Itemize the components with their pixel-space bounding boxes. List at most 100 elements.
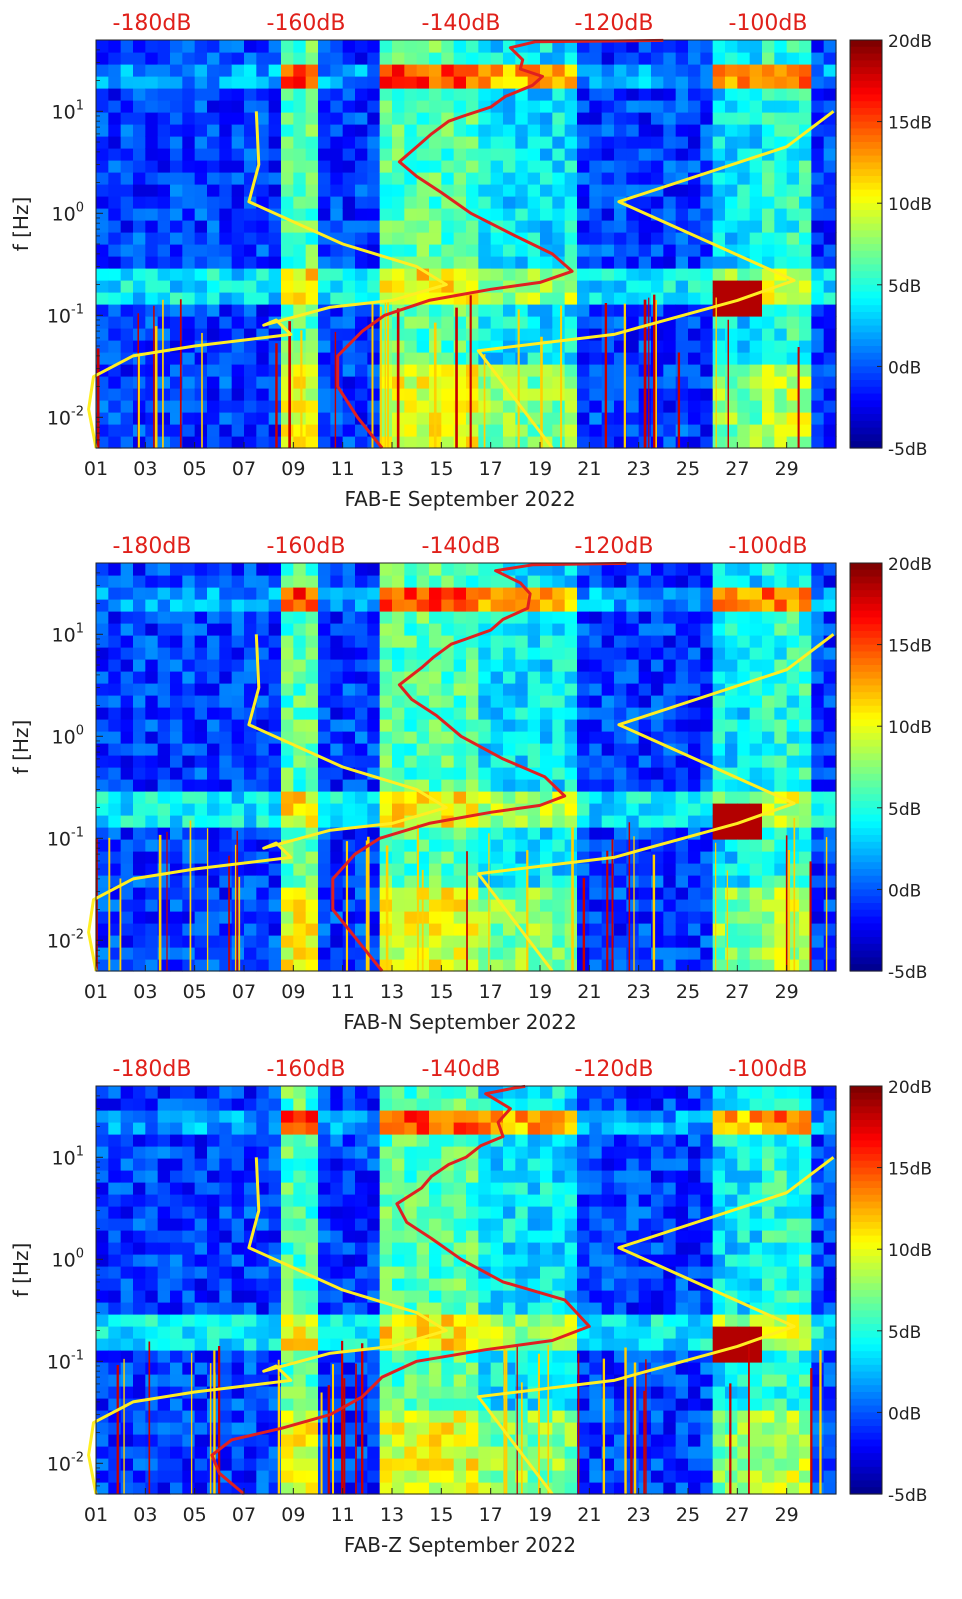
spectrogram-cell: [182, 659, 196, 672]
spectrogram-cell: [231, 1350, 245, 1363]
spectrogram-cell: [96, 719, 109, 732]
spectrogram-cell: [478, 328, 492, 341]
spectrogram-cell: [404, 196, 418, 209]
spectrogram-cell: [244, 400, 257, 413]
spectrogram-cell: [725, 779, 738, 792]
spectrogram-cell: [182, 1086, 196, 1099]
spectrogram-cell: [108, 412, 122, 425]
spectrogram-cell: [823, 220, 837, 233]
spectrogram-cell: [355, 635, 368, 648]
spectrogram-cell: [268, 923, 282, 936]
spectrogram-cell: [416, 376, 430, 389]
spectrogram-cell: [725, 124, 738, 137]
spectrogram-cell: [737, 268, 751, 281]
spectrogram-cell: [453, 232, 467, 245]
spectrogram-cell: [799, 184, 812, 197]
spectrogram-cell: [675, 875, 689, 888]
spectrogram-cell: [663, 124, 677, 137]
colorbar-segment: [850, 373, 882, 381]
spectrogram-cell: [379, 424, 393, 437]
spectrogram-cell: [601, 160, 615, 173]
spectrogram-cell: [416, 316, 430, 329]
spectrogram-cell: [601, 659, 615, 672]
spectrogram-cell: [170, 220, 183, 233]
spectrogram-cell: [170, 623, 183, 636]
spectrogram-cell: [96, 1206, 109, 1219]
spectrogram-cell: [601, 767, 615, 780]
spectrogram-cell: [207, 851, 220, 864]
spectrogram-cell: [219, 88, 233, 101]
spectrogram-cell: [392, 148, 405, 161]
spectrogram-cell: [219, 1206, 233, 1219]
spectrogram-cell: [552, 76, 566, 89]
spectrogram-cell: [638, 587, 652, 600]
spectrogram-cell: [404, 124, 418, 137]
spectrogram-cell: [231, 1326, 245, 1339]
spectrogram-cell: [318, 148, 331, 161]
spectrogram-cell: [774, 436, 788, 449]
spectrogram-cell: [268, 803, 282, 816]
colorbar-segment: [850, 753, 882, 761]
spectrogram-cell: [157, 731, 171, 744]
spectrogram-cell: [577, 124, 590, 137]
spectrogram-cell: [96, 1242, 109, 1255]
spectrogram-cell: [503, 731, 516, 744]
spectrogram-cell: [108, 947, 122, 960]
spectrogram-cell: [737, 316, 751, 329]
spectrogram-cell: [268, 52, 282, 65]
spectrogram-cell: [182, 683, 196, 696]
spectrogram-cell: [342, 136, 356, 149]
spectrogram-cell: [244, 1098, 257, 1111]
spectrogram-cell: [651, 256, 664, 269]
spectrogram-cell: [145, 839, 159, 852]
spectrogram-cell: [170, 1350, 183, 1363]
spectrogram-cell: [194, 1254, 208, 1267]
spectrogram-cell: [404, 791, 418, 804]
spectrogram-cell: [429, 839, 442, 852]
spectrogram-cell: [688, 743, 701, 756]
spectrogram-cell: [762, 599, 775, 612]
spectrogram-cell: [515, 424, 529, 437]
spectrogram-cell: [416, 599, 430, 612]
spectrogram-cell: [120, 400, 134, 413]
spectrogram-cell: [379, 196, 393, 209]
spectrogram-cell: [182, 436, 196, 449]
spectrogram-cell: [342, 887, 356, 900]
spectrogram-cell: [355, 671, 368, 684]
spectrogram-cell: [490, 208, 504, 221]
spectrogram-cell: [675, 40, 689, 53]
spectrogram-cell: [96, 1374, 109, 1387]
spectrogram-cell: [762, 779, 775, 792]
spectrogram-cell: [392, 575, 405, 588]
spectrogram-cell: [256, 244, 270, 257]
spectrogram-cell: [330, 424, 344, 437]
spectrogram-cell: [355, 112, 368, 125]
spectrogram-cell: [466, 412, 479, 425]
spectrogram-cell: [133, 172, 146, 185]
spectrogram-cell: [614, 935, 627, 948]
spectrogram-cell: [429, 911, 442, 924]
spectrogram-cell: [182, 424, 196, 437]
spectrogram-cell: [749, 244, 763, 257]
spectrogram-cell: [194, 1470, 208, 1483]
spectrogram-cell: [799, 635, 812, 648]
spectrogram-cell: [194, 1266, 208, 1279]
spectrogram-cell: [416, 64, 430, 77]
spectrogram-cell: [145, 947, 159, 960]
spectrogram-cell: [268, 88, 282, 101]
spectrogram-cell: [786, 827, 800, 840]
colorbar-segment: [850, 882, 882, 890]
spectrogram-cell: [700, 328, 714, 341]
spectrogram-cell: [626, 959, 640, 972]
spectrogram-cell: [293, 364, 307, 377]
spectrogram-cell: [601, 779, 615, 792]
spectrogram-cell: [589, 647, 603, 660]
colorbar-segment: [850, 590, 882, 598]
spectrogram-cell: [577, 304, 590, 317]
spectrogram-cell: [133, 1314, 146, 1327]
spectrogram-cell: [157, 1278, 171, 1291]
spectrogram-cell: [207, 232, 220, 245]
spectrogram-cell: [688, 124, 701, 137]
spectrogram-cell: [244, 635, 257, 648]
spectrogram-cell: [749, 947, 763, 960]
